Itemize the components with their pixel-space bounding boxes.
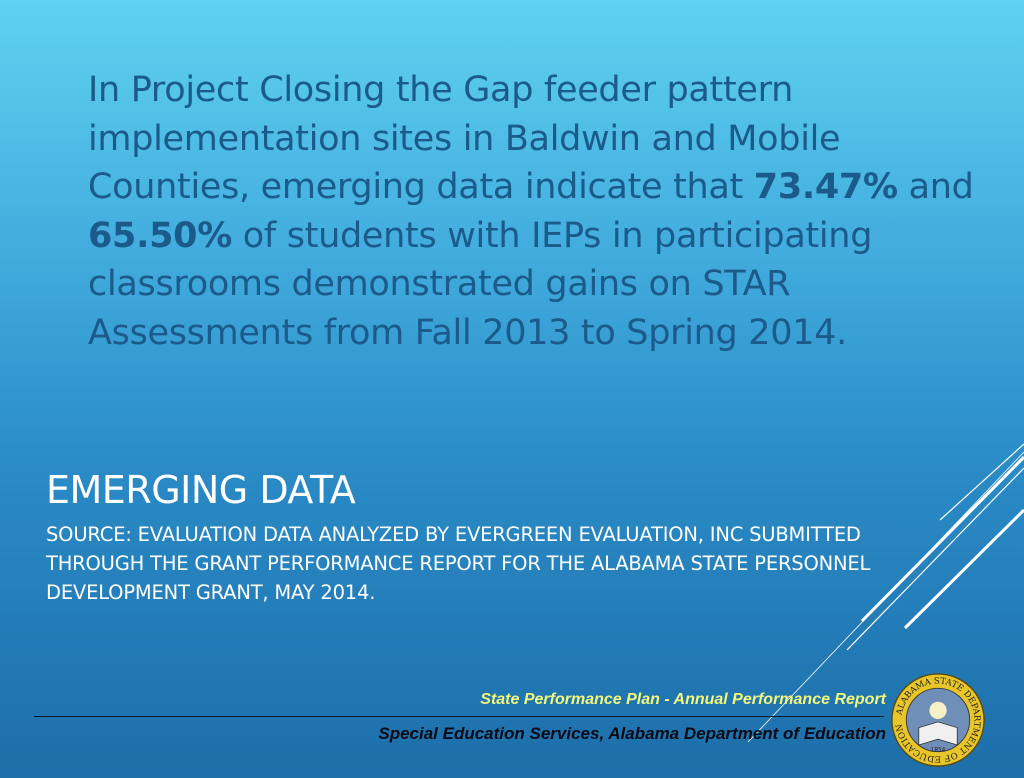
state-department-seal-logo: ALABAMA STATE DEPARTMENT OF EDUCATION 18… <box>891 673 985 767</box>
main-statement: In Project Closing the Gap feeder patter… <box>88 66 988 357</box>
percent-mobile: 65.50% <box>88 215 232 256</box>
slide-title: EMERGING DATA <box>46 468 356 512</box>
footer-divider <box>34 716 884 717</box>
footer-report-title: State Performance Plan - Annual Performa… <box>480 691 886 708</box>
statement-text: In Project Closing the Gap feeder patter… <box>88 70 841 207</box>
statement-text: of students with IEPs in participating c… <box>88 215 873 353</box>
svg-text:1854: 1854 <box>931 748 946 754</box>
source-citation: Source: Evaluation data analyzed by Ever… <box>46 523 871 604</box>
statement-text: and <box>897 167 974 207</box>
footer-organization: Special Education Services, Alabama Depa… <box>378 724 886 743</box>
percent-baldwin: 73.47% <box>753 167 898 207</box>
